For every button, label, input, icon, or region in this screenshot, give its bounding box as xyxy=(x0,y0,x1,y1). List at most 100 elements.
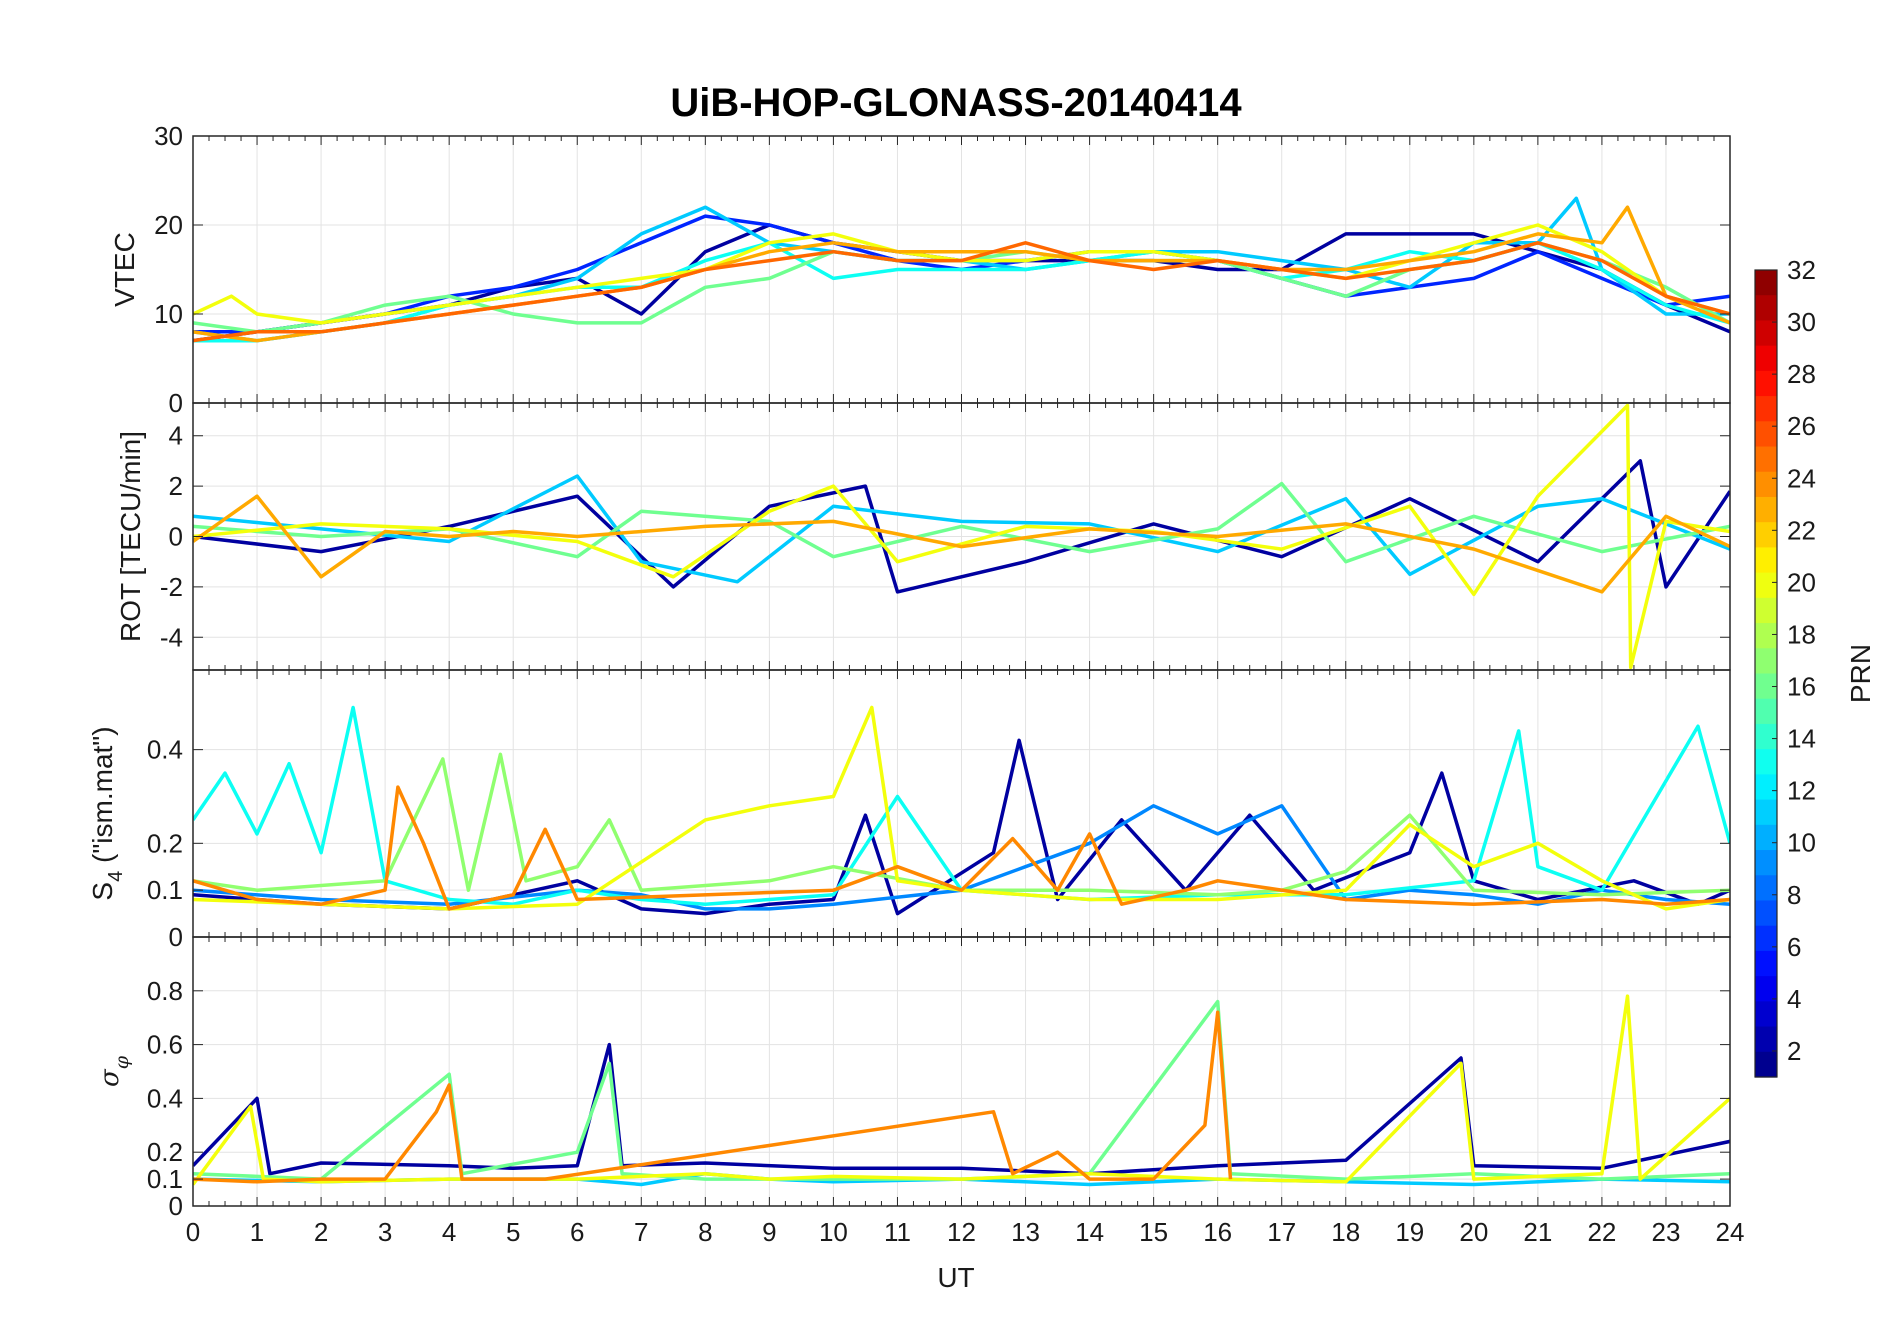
colorbar-tick-label: 18 xyxy=(1787,619,1816,649)
colorbar-label: PRN xyxy=(1845,644,1876,703)
colorbar-segment xyxy=(1755,370,1777,397)
x-tick-label: 5 xyxy=(506,1217,520,1247)
series-group xyxy=(193,403,1730,670)
x-tick-label: 10 xyxy=(819,1217,848,1247)
series-line xyxy=(193,459,1730,594)
colorbar-segment xyxy=(1755,749,1777,775)
x-tick-label: 23 xyxy=(1651,1217,1680,1247)
colorbar-segment xyxy=(1755,295,1777,322)
x-tick-label: 20 xyxy=(1459,1217,1488,1247)
series-line xyxy=(193,752,1730,897)
series-line xyxy=(193,1010,1233,1184)
colorbar-segment xyxy=(1755,673,1777,700)
y-axis-label: S4 ("ism.mat") xyxy=(87,726,127,900)
x-tick-label: 16 xyxy=(1203,1217,1232,1247)
x-tick-label: 22 xyxy=(1587,1217,1616,1247)
colorbar-segment xyxy=(1755,875,1777,902)
colorbar-segment xyxy=(1755,471,1777,498)
x-tick-label: 1 xyxy=(250,1217,264,1247)
colorbar-tick-label: 16 xyxy=(1787,672,1816,702)
y-tick-label: 20 xyxy=(154,210,183,240)
x-tick-label: 24 xyxy=(1716,1217,1745,1247)
y-axis-label: VTEC xyxy=(109,232,140,307)
colorbar-segment xyxy=(1755,1001,1777,1028)
y-tick-label: 0.8 xyxy=(147,976,183,1006)
colorbar-segment xyxy=(1755,446,1777,473)
x-tick-label: 3 xyxy=(378,1217,392,1247)
colorbar-tick-label: 8 xyxy=(1787,880,1801,910)
colorbar-segment xyxy=(1755,496,1777,523)
series-group xyxy=(193,994,1730,1187)
colorbar-segment xyxy=(1755,723,1777,750)
panel-s4: 0 0.1 0.2 0.4 S4 ("ism.mat") xyxy=(87,669,1731,952)
x-tick-label: 8 xyxy=(698,1217,712,1247)
x-axis: 0 1 2 3 4 5 6 7 8 9 10 11 12 13 14 15 16 17 18 19 20 21 22 23 24 xyxy=(186,1217,1745,1247)
colorbar-tick-label: 24 xyxy=(1787,463,1816,493)
series-line xyxy=(193,241,1730,343)
x-tick-label: 21 xyxy=(1523,1217,1552,1247)
x-tick-label: 6 xyxy=(570,1217,584,1247)
x-tick-label: 14 xyxy=(1075,1217,1104,1247)
colorbar-segment xyxy=(1755,850,1777,876)
x-tick-label: 13 xyxy=(1011,1217,1040,1247)
series-line xyxy=(193,785,1730,911)
colorbar-segment xyxy=(1755,824,1777,851)
y-tick-label: 0 xyxy=(169,1191,183,1221)
colorbar-tick-label: 26 xyxy=(1787,411,1816,441)
series-line xyxy=(193,1042,1730,1176)
x-axis-label: UT xyxy=(937,1262,974,1293)
colorbar-segment xyxy=(1755,1026,1777,1053)
y-tick-label: 4 xyxy=(169,421,183,451)
x-tick-label: 12 xyxy=(947,1217,976,1247)
y-tick-label: 0.2 xyxy=(147,828,183,858)
colorbar-tick-label: 14 xyxy=(1787,724,1816,754)
colorbar-segment xyxy=(1755,547,1777,574)
colorbar-tick-label: 6 xyxy=(1787,932,1801,962)
x-tick-label: 4 xyxy=(442,1217,456,1247)
y-tick-label: -4 xyxy=(160,622,183,652)
colorbar-segment xyxy=(1755,950,1777,977)
series-line xyxy=(193,738,1730,916)
y-tick-label: 0.4 xyxy=(147,735,183,765)
y-tick-label: 0.4 xyxy=(147,1083,183,1113)
colorbar-tick-label: 22 xyxy=(1787,515,1816,545)
colorbar-segment xyxy=(1755,900,1777,927)
panel-rot: -4 -2 0 2 4 ROT [TECU/min] xyxy=(115,402,1731,671)
x-tick-label: 2 xyxy=(314,1217,328,1247)
y-axis-label: ROT [TECU/min] xyxy=(115,431,146,642)
y-tick-label: 0 xyxy=(169,922,183,952)
series-line xyxy=(193,474,1730,584)
y-axis-label: σφ xyxy=(95,1055,133,1087)
y-tick-label: 0 xyxy=(169,522,183,552)
series-group xyxy=(193,705,1730,916)
x-tick-label: 17 xyxy=(1267,1217,1296,1247)
colorbar-segment xyxy=(1755,572,1777,599)
colorbar-segment xyxy=(1755,320,1777,347)
colorbar-segment xyxy=(1755,345,1777,372)
x-tick-label: 19 xyxy=(1395,1217,1424,1247)
colorbar-tick-label: 20 xyxy=(1787,567,1816,597)
panel-sigma_phi: 00.10.2 0.4 0.6 0.8 σφ xyxy=(95,936,1731,1221)
colorbar-segment xyxy=(1755,597,1777,624)
colorbar-segment xyxy=(1755,1051,1777,1078)
panel-vtec: 0 10 20 30 VTEC xyxy=(109,121,1731,418)
x-tick-label: 7 xyxy=(634,1217,648,1247)
colorbar-tick-label: 28 xyxy=(1787,359,1816,389)
colorbar-segment xyxy=(1755,623,1777,649)
series-line xyxy=(193,223,1730,325)
x-tick-label: 11 xyxy=(884,1217,911,1247)
y-tick-label: -2 xyxy=(160,572,183,602)
colorbar-segment xyxy=(1755,925,1777,952)
colorbar-tick-label: 2 xyxy=(1787,1036,1801,1066)
x-tick-label: 18 xyxy=(1331,1217,1360,1247)
colorbar-segment xyxy=(1755,799,1777,826)
y-tick-label: 0.1 xyxy=(147,1164,183,1194)
colorbar-segment xyxy=(1755,976,1777,1002)
series-line xyxy=(193,705,1730,906)
colorbar-box xyxy=(1754,269,1778,1078)
series-line xyxy=(193,481,1730,564)
series-group xyxy=(193,196,1730,343)
series-line xyxy=(193,994,1730,1186)
